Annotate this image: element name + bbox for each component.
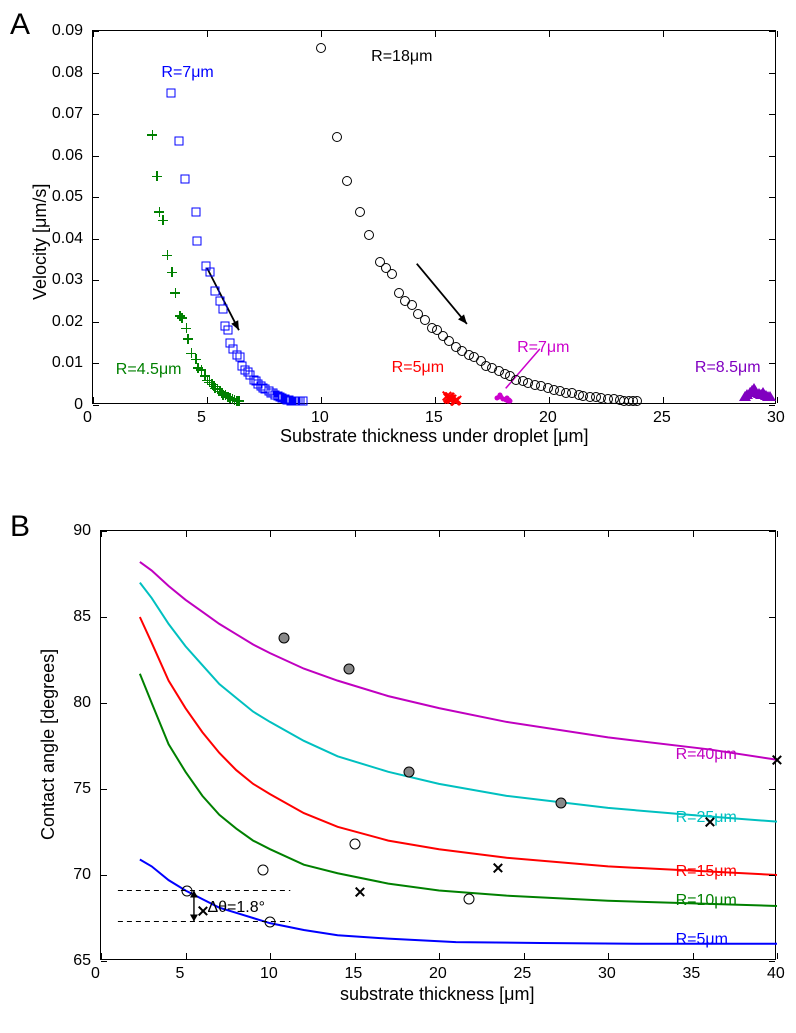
panel-b-label: B [10,510,30,544]
ytick: 0.06 [52,147,83,165]
data-point [387,269,397,279]
marker-open-circle [265,917,276,928]
ytick: 0.09 [52,22,83,40]
xtick: 30 [598,965,616,983]
data-point [166,89,175,98]
data-point [342,176,352,186]
data-point [332,132,342,142]
series-label: R=4.5μm [116,361,182,379]
xtick: 25 [514,965,532,983]
xtick: 35 [683,965,701,983]
curve-label: R=15μm [676,863,737,881]
panel-a-plot: 05101520253000.010.020.030.040.050.060.0… [92,30,776,404]
xtick: 20 [429,965,447,983]
data-point [355,207,365,217]
marker-gray-circle [344,663,355,674]
delta-theta-label: Δθ=1.8° [207,899,265,917]
data-point [451,396,461,406]
xtick: 5 [197,409,206,427]
panel-a-label: A [10,8,30,42]
xtick: 10 [311,409,329,427]
data-point [177,313,187,323]
xtick: 10 [260,965,278,983]
ytick: 0.05 [52,188,83,206]
series-label: R=5μm [392,359,444,377]
data-point [170,288,180,298]
ytick: 80 [73,694,91,712]
xtick: 0 [91,965,100,983]
panel-b-ylabel: Contact angle [degrees] [38,649,59,840]
data-point [174,137,183,146]
curve-label: R=40μm [676,746,737,764]
xtick: 0 [83,409,92,427]
data-point [632,396,642,406]
xtick: 40 [767,965,785,983]
data-point [158,215,168,225]
series-label: R=8.5μm [695,359,761,377]
data-point [206,268,215,277]
data-point [234,396,244,406]
ytick: 90 [73,522,91,540]
ytick: 0 [74,396,83,414]
data-point [764,391,776,401]
marker-open-circle [349,839,360,850]
ytick: 0.01 [52,354,83,372]
data-point [147,130,157,140]
marker-open-circle [182,886,193,897]
marker-x [704,817,714,827]
marker-x [493,863,503,873]
panel-b-xlabel: substrate thickness [μm] [340,984,534,1005]
xtick: 25 [653,409,671,427]
ytick: 65 [73,952,91,970]
data-point [508,398,513,403]
data-point [210,286,219,295]
marker-gray-circle [555,797,566,808]
marker-x [355,887,365,897]
curve-label: R=5μm [676,931,728,949]
marker-gray-circle [278,632,289,643]
series-label: R=7μm [161,64,213,82]
ytick: 75 [73,780,91,798]
marker-gray-circle [403,766,414,777]
data-point [152,171,162,181]
series-label: R=7μm [517,339,569,357]
marker-open-circle [464,894,475,905]
panel-b-plot: 0510152025303540657075808590R=5μmR=10μmR… [100,530,776,960]
data-point [298,396,307,405]
ytick: 0.04 [52,230,83,248]
data-point [316,43,326,53]
data-point [364,230,374,240]
data-point [223,326,232,335]
panel-b-svg [101,531,775,959]
series-label: R=18μm [371,48,432,66]
data-point [162,250,172,260]
ytick: 0.08 [52,64,83,82]
data-point [167,267,177,277]
marker-open-circle [258,864,269,875]
ytick: 0.03 [52,271,83,289]
data-point [181,174,190,183]
data-point [183,334,193,344]
xtick: 15 [425,409,443,427]
ytick: 70 [73,866,91,884]
panel-a-ylabel: Velocity [μm/s] [30,184,51,300]
xtick: 15 [345,965,363,983]
panel-a-xlabel: Substrate thickness under droplet [μm] [280,426,589,447]
data-point [181,323,191,333]
marker-x [772,755,782,765]
xtick: 5 [176,965,185,983]
ytick: 0.07 [52,105,83,123]
xtick: 20 [539,409,557,427]
ytick: 0.02 [52,313,83,331]
ytick: 85 [73,608,91,626]
data-point [191,207,200,216]
xtick: 30 [767,409,785,427]
marker-x [197,906,207,916]
data-point [218,305,227,314]
figure: A 05101520253000.010.020.030.040.050.060… [0,0,796,1033]
data-point [192,236,201,245]
curve-label: R=10μm [676,892,737,910]
